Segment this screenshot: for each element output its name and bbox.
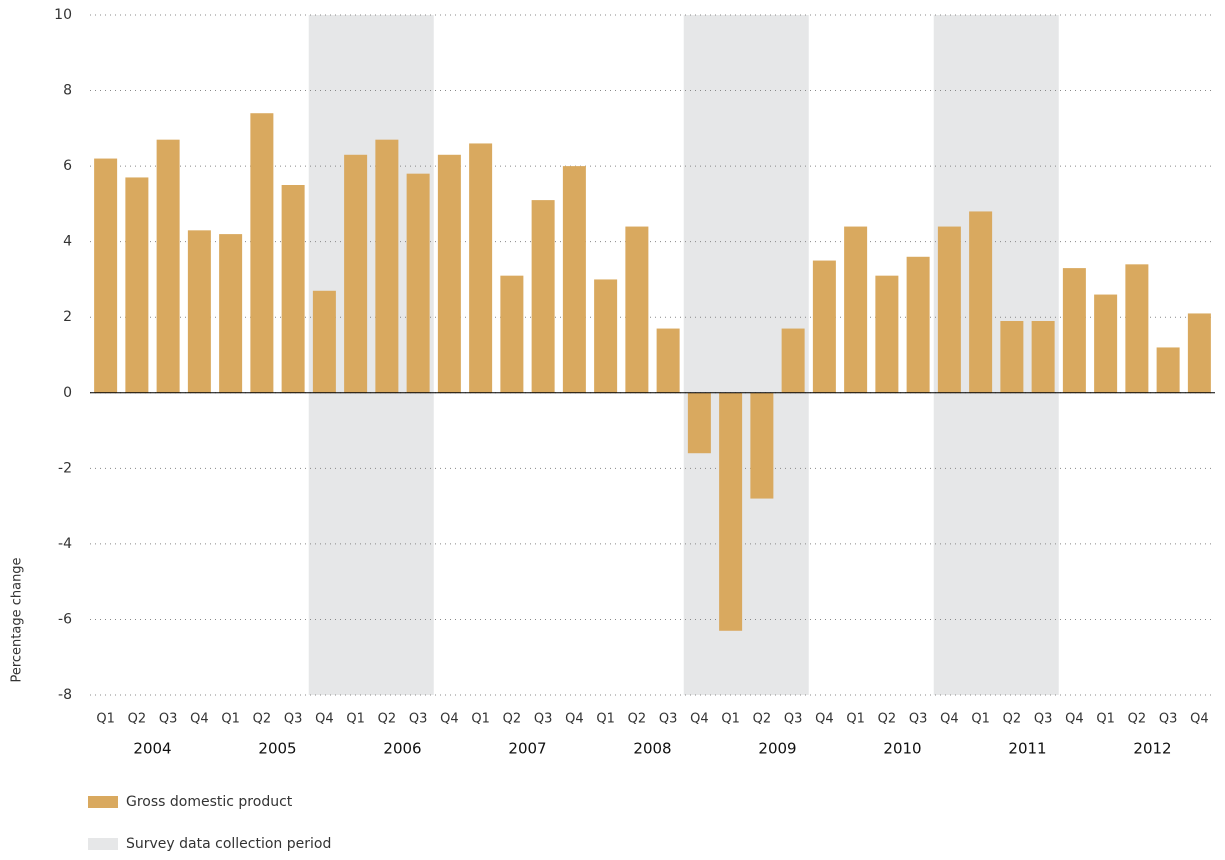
bar (656, 328, 680, 393)
x-group-label: 2009 (758, 740, 796, 758)
x-tick-label: Q4 (815, 712, 834, 727)
x-tick-label: Q1 (971, 712, 990, 727)
y-tick-label: 8 (63, 83, 72, 99)
y-axis-label: Percentage change (10, 557, 25, 682)
x-tick-label: Q3 (534, 712, 553, 727)
bar (719, 392, 743, 631)
y-tick-label: -4 (58, 536, 72, 552)
y-tick-label: 6 (63, 158, 72, 174)
x-group-label: 2011 (1008, 740, 1046, 758)
bar (500, 275, 524, 393)
x-group-label: 2008 (633, 740, 671, 758)
x-tick-label: Q3 (409, 712, 428, 727)
bar (562, 166, 586, 393)
x-tick-label: Q4 (315, 712, 334, 727)
x-group-label: 2005 (258, 740, 296, 758)
bar (1125, 264, 1149, 393)
x-tick-label: Q3 (1034, 712, 1053, 727)
y-tick-label: 0 (63, 385, 72, 401)
x-tick-label: Q4 (565, 712, 584, 727)
x-tick-label: Q4 (1065, 712, 1084, 727)
x-tick-label: Q4 (940, 712, 959, 727)
x-tick-label: Q2 (253, 712, 272, 727)
bar (969, 211, 993, 393)
y-tick-label: 4 (63, 234, 72, 250)
bar (187, 230, 211, 393)
bar (937, 226, 961, 393)
y-tick-label: -8 (58, 687, 72, 703)
x-group-label: 2004 (133, 740, 171, 758)
y-tick-label: -2 (58, 460, 72, 476)
x-tick-label: Q1 (1096, 712, 1115, 727)
bar (687, 392, 711, 454)
bar (1187, 313, 1211, 393)
x-tick-label: Q3 (784, 712, 803, 727)
x-tick-label: Q1 (346, 712, 365, 727)
x-tick-label: Q4 (1190, 712, 1209, 727)
y-tick-label: 10 (54, 7, 72, 23)
x-group-label: 2012 (1133, 740, 1171, 758)
x-tick-label: Q4 (440, 712, 459, 727)
x-tick-label: Q1 (596, 712, 615, 727)
bar (781, 328, 805, 393)
y-tick-label: -6 (58, 611, 72, 627)
x-tick-label: Q2 (628, 712, 647, 727)
legend-label: Gross domestic product (126, 794, 293, 810)
bar (281, 185, 305, 393)
x-tick-label: Q2 (378, 712, 397, 727)
x-group-label: 2006 (383, 740, 421, 758)
x-tick-label: Q3 (1159, 712, 1178, 727)
x-tick-label: Q1 (471, 712, 490, 727)
bar (1062, 268, 1086, 393)
x-tick-label: Q2 (128, 712, 147, 727)
x-tick-label: Q3 (159, 712, 178, 727)
bar (875, 275, 899, 393)
bar (1156, 347, 1180, 393)
bar (531, 200, 555, 393)
bar (469, 143, 493, 393)
x-tick-label: Q2 (1003, 712, 1022, 727)
bar (219, 234, 243, 393)
bar (750, 392, 774, 499)
x-group-label: 2007 (508, 740, 546, 758)
bar (312, 290, 336, 393)
bar (625, 226, 649, 393)
bar (375, 139, 399, 393)
bar (1031, 321, 1055, 393)
bar (594, 279, 618, 393)
bar (844, 226, 868, 393)
x-tick-label: Q1 (846, 712, 865, 727)
x-tick-label: Q1 (221, 712, 240, 727)
legend-swatch (88, 796, 118, 808)
bar (250, 113, 274, 393)
x-tick-label: Q2 (753, 712, 772, 727)
x-group-label: 2010 (883, 740, 921, 758)
x-tick-label: Q3 (659, 712, 678, 727)
bar (344, 154, 368, 393)
bar (906, 256, 930, 393)
x-tick-label: Q2 (503, 712, 522, 727)
bar (94, 158, 118, 393)
bar (437, 154, 461, 393)
x-tick-label: Q1 (96, 712, 115, 727)
x-tick-label: Q3 (284, 712, 303, 727)
bar (156, 139, 180, 393)
bar (1094, 294, 1118, 393)
x-tick-label: Q2 (878, 712, 897, 727)
bar (812, 260, 836, 393)
x-tick-label: Q2 (1128, 712, 1147, 727)
x-tick-label: Q3 (909, 712, 928, 727)
x-tick-label: Q4 (690, 712, 709, 727)
x-tick-label: Q1 (721, 712, 740, 727)
bar (406, 173, 430, 393)
x-tick-label: Q4 (190, 712, 209, 727)
legend-label: Survey data collection period (126, 836, 331, 852)
legend-swatch (88, 838, 118, 850)
bar (1000, 321, 1024, 393)
bar (125, 177, 149, 393)
y-tick-label: 2 (63, 309, 72, 325)
